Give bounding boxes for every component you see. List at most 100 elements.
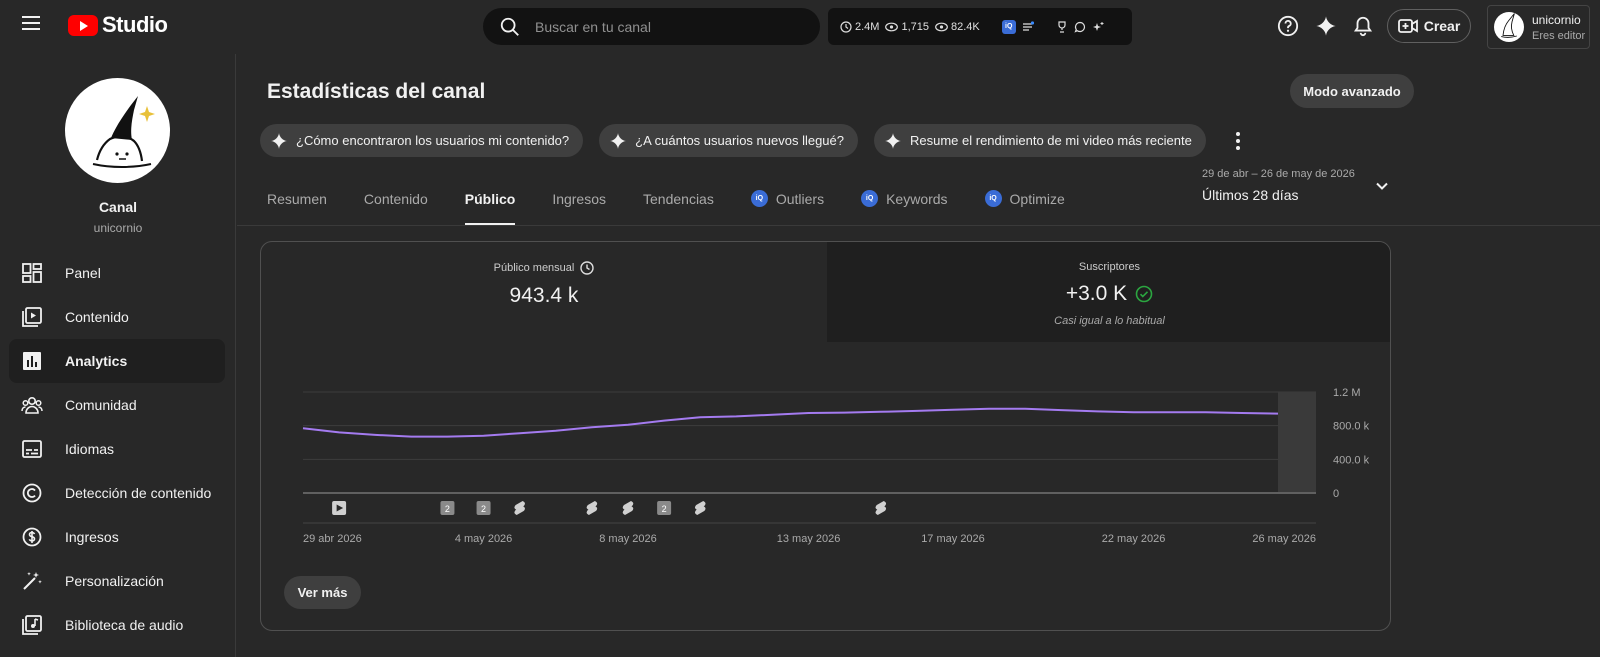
sparkle-icon (885, 132, 901, 149)
search-input[interactable] (535, 18, 795, 35)
multi-upload-marker[interactable]: 2 (440, 501, 455, 515)
suggestion-chips: ¿Cómo encontraron los usuarios mi conten… (260, 124, 1248, 157)
sidebar-item-deteccion[interactable]: Detección de contenido (9, 471, 225, 515)
tab-contenido[interactable]: Contenido (364, 187, 428, 225)
y-tick-label: 400.0 k (1333, 454, 1370, 466)
ai-sparkle-icon[interactable] (1314, 14, 1338, 38)
suggestion-chip[interactable]: ¿A cuántos usuarios nuevos llegué? (599, 124, 858, 157)
tab-label: Optimize (1009, 191, 1065, 207)
channel-avatar[interactable] (65, 78, 170, 183)
studio-logo[interactable]: Studio (68, 12, 168, 38)
avatar (1494, 12, 1524, 42)
chip-label: ¿Cómo encontraron los usuarios mi conten… (296, 133, 570, 148)
watch-time-stat: 2.4M (840, 21, 879, 33)
x-tick-label: 26 may 2026 (1252, 533, 1316, 545)
multi-upload-marker[interactable]: 2 (476, 501, 491, 515)
metric-label: Público mensual (493, 262, 575, 274)
tab-label: Contenido (363, 191, 428, 207)
create-label: Crear (1423, 18, 1461, 34)
x-tick-label: 29 abr 2026 (303, 533, 362, 545)
multi-upload-marker[interactable]: 2 (657, 501, 672, 515)
chevron-down-icon[interactable] (1374, 178, 1390, 194)
account-switcher[interactable]: unicornio Eres editor (1487, 5, 1590, 49)
metric-note: Casi igual a lo habitual (1054, 315, 1165, 327)
tab-outliers[interactable]: iQ Outliers (750, 187, 824, 225)
sidebar-item-ingresos[interactable]: Ingresos (9, 515, 225, 559)
account-role: Eres editor (1532, 29, 1586, 42)
short-upload-marker[interactable] (622, 501, 634, 515)
main-content: Estadísticas del canal Modo avanzado ¿Có… (237, 54, 1600, 657)
marker-count: 2 (445, 504, 450, 514)
suggestion-chip[interactable]: ¿Cómo encontraron los usuarios mi conten… (260, 124, 584, 157)
x-tick-label: 17 may 2026 (921, 533, 985, 545)
suggestion-chip[interactable]: Resume el rendimiento de mi video más re… (874, 124, 1206, 157)
audience-series-line[interactable] (302, 407, 1279, 438)
sidebar-item-analytics[interactable]: Analytics (9, 339, 225, 383)
short-upload-marker[interactable] (875, 501, 887, 515)
copyright-icon (21, 482, 43, 504)
x-tick-label: 22 may 2026 (1102, 533, 1166, 545)
top-bar: Studio 2.4M 1,715 82.4K iQ (0, 0, 1600, 54)
tab-label: Tendencias (643, 191, 714, 207)
sidebar-item-contenido[interactable]: Contenido (9, 295, 225, 339)
tab-label: Ingresos (552, 191, 607, 207)
sidebar-item-comunidad[interactable]: Comunidad (9, 383, 225, 427)
see-more-button[interactable]: Ver más (284, 576, 361, 609)
video-upload-marker[interactable] (332, 501, 347, 515)
chip-label: Resume el rendimiento de mi video más re… (910, 133, 1192, 148)
live-views-stat: 1,715 (885, 21, 929, 33)
list-icon[interactable] (1022, 20, 1034, 33)
short-upload-marker[interactable] (514, 501, 525, 515)
tab-ingresos[interactable]: Ingresos (552, 187, 606, 225)
short-upload-marker[interactable] (586, 501, 598, 515)
tab-optimize[interactable]: iQ Optimize (984, 187, 1065, 225)
channel-label: Canal (98, 199, 138, 215)
vidiq-icon: iQ (750, 190, 768, 207)
sparkle-icon[interactable] (1092, 21, 1104, 33)
sidebar-nav: Panel Contenido Analytics Comunidad Idio… (9, 251, 225, 647)
sidebar-item-biblioteca-audio[interactable]: Biblioteca de audio (9, 603, 225, 647)
date-range-dates: 29 de abr – 26 de may de 2026 (1202, 168, 1355, 180)
eye-icon (935, 22, 948, 31)
create-video-icon (1397, 19, 1418, 33)
clock-icon (840, 20, 852, 33)
monthly-audience-metric[interactable]: Público mensual 943.4 k (261, 242, 827, 342)
short-upload-marker[interactable] (694, 501, 706, 515)
sparkle-icon (610, 132, 627, 149)
x-tick-label: 8 may 2026 (599, 533, 656, 545)
sidebar-item-label: Panel (65, 265, 101, 281)
y-tick-label: 0 (1333, 488, 1339, 500)
menu-icon[interactable] (22, 16, 40, 30)
advanced-mode-button[interactable]: Modo avanzado (1290, 74, 1414, 108)
sidebar-item-personalizacion[interactable]: Personalización (9, 559, 225, 603)
tab-label: Público (464, 191, 516, 207)
metric-value: +3.0 K (1065, 282, 1128, 305)
help-icon[interactable] (1276, 14, 1300, 38)
tab-keywords[interactable]: iQ Keywords (861, 187, 948, 225)
sparkle-icon (271, 132, 287, 149)
subscribers-metric[interactable]: Suscriptores +3.0 K Casi igual a lo habi… (827, 242, 1390, 342)
sidebar-item-panel[interactable]: Panel (9, 251, 225, 295)
watch-time-value: 2.4M (855, 20, 880, 33)
tab-tendencias[interactable]: Tendencias (643, 187, 714, 225)
vidiq-icon[interactable]: iQ (1001, 19, 1016, 34)
date-range-selector[interactable]: 29 de abr – 26 de may de 2026 Últimos 28… (1202, 168, 1412, 208)
tab-resumen[interactable]: Resumen (267, 187, 327, 225)
monetization-icon (21, 526, 43, 548)
x-tick-label: 13 may 2026 (777, 533, 841, 545)
sidebar-item-label: Comunidad (65, 397, 137, 413)
more-options-icon[interactable] (1228, 129, 1248, 153)
page-title: Estadísticas del canal (267, 80, 486, 103)
search-bar[interactable] (483, 8, 820, 45)
create-button[interactable]: Crear (1387, 9, 1471, 43)
quick-stats-bar[interactable]: 2.4M 1,715 82.4K iQ (828, 8, 1132, 45)
total-views-stat: 82.4K (935, 21, 980, 33)
analytics-tabs: Resumen Contenido Público Ingresos Tende… (267, 187, 1102, 225)
sidebar-item-idiomas[interactable]: Idiomas (9, 427, 225, 471)
notifications-icon[interactable] (1351, 14, 1375, 38)
comment-icon[interactable] (1074, 21, 1086, 33)
trophy-icon[interactable] (1056, 20, 1068, 33)
channel-handle: unicornio (93, 221, 143, 235)
tab-publico[interactable]: Público (464, 187, 516, 225)
tab-label: Keywords (886, 191, 948, 207)
